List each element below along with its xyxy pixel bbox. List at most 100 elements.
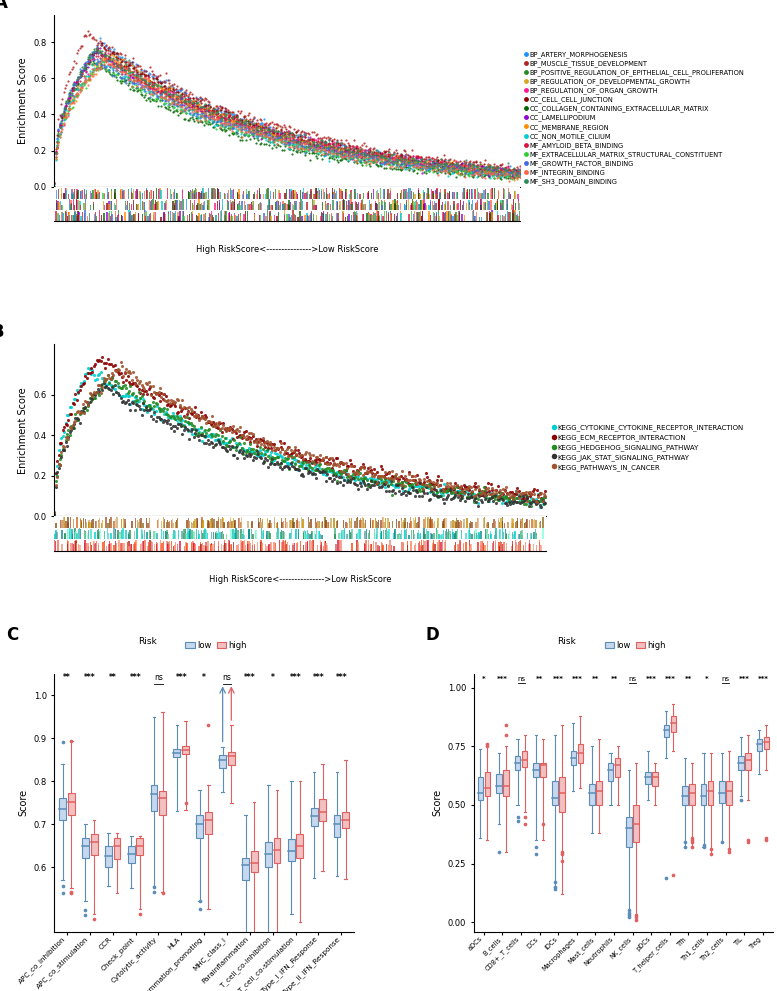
Point	[121, 57, 134, 73]
Point	[416, 476, 428, 492]
Point	[417, 154, 430, 169]
Point	[357, 149, 370, 165]
Bar	[645, 772, 650, 784]
Point	[284, 141, 297, 157]
Point	[262, 928, 274, 943]
Point	[454, 153, 466, 168]
Bar	[354, 212, 355, 221]
Point	[142, 374, 155, 389]
Point	[477, 485, 490, 500]
Point	[87, 68, 99, 84]
Point	[508, 165, 521, 180]
Bar	[506, 543, 507, 551]
Point	[147, 87, 159, 103]
Point	[508, 166, 521, 182]
Point	[236, 121, 249, 137]
Point	[260, 439, 272, 455]
Point	[290, 133, 302, 149]
Point	[56, 108, 68, 124]
Point	[123, 384, 135, 399]
Point	[96, 56, 109, 72]
Point	[149, 77, 162, 93]
Bar	[113, 837, 120, 859]
Point	[434, 156, 446, 171]
Point	[290, 136, 302, 152]
Bar	[93, 205, 95, 210]
Point	[242, 120, 254, 136]
Point	[464, 158, 476, 173]
Point	[414, 473, 427, 489]
Point	[520, 484, 532, 499]
Point	[369, 474, 382, 490]
Bar	[376, 210, 378, 221]
Point	[95, 57, 107, 73]
Point	[54, 129, 66, 145]
Point	[266, 123, 278, 139]
Point	[299, 135, 312, 151]
Point	[106, 378, 118, 393]
Bar	[507, 204, 508, 210]
Point	[517, 486, 529, 501]
Bar	[238, 530, 239, 539]
Point	[492, 163, 504, 178]
Point	[298, 452, 310, 468]
Point	[252, 116, 264, 132]
Point	[173, 89, 186, 105]
Point	[152, 88, 165, 104]
Point	[456, 482, 469, 497]
Point	[175, 403, 187, 419]
Point	[507, 165, 519, 181]
Point	[364, 143, 377, 159]
Point	[211, 106, 223, 122]
Point	[476, 162, 489, 177]
Point	[503, 492, 515, 507]
Point	[99, 48, 111, 63]
Point	[499, 168, 511, 184]
Bar	[233, 202, 235, 210]
Point	[378, 151, 391, 166]
Bar	[277, 201, 279, 210]
Point	[134, 81, 146, 97]
Point	[162, 79, 174, 95]
Point	[147, 400, 159, 416]
Point	[492, 163, 504, 178]
Point	[187, 418, 200, 434]
Point	[432, 468, 444, 484]
Point	[491, 159, 503, 174]
Point	[89, 32, 102, 48]
Point	[180, 87, 193, 103]
Bar	[85, 199, 86, 210]
Point	[261, 124, 274, 140]
Point	[460, 163, 472, 178]
Point	[472, 163, 485, 178]
Bar	[182, 190, 183, 198]
Point	[340, 146, 353, 162]
Point	[369, 145, 382, 161]
Point	[498, 488, 510, 503]
Point	[531, 496, 543, 511]
Point	[513, 489, 525, 504]
Bar	[207, 200, 208, 210]
Bar	[198, 192, 200, 198]
Point	[130, 390, 142, 406]
Bar	[472, 211, 473, 221]
Point	[363, 144, 375, 160]
Bar	[495, 532, 497, 539]
Point	[458, 158, 470, 173]
Point	[445, 159, 458, 174]
Bar	[175, 542, 176, 551]
Point	[348, 149, 361, 165]
Bar	[198, 216, 199, 221]
Bar	[239, 204, 241, 210]
Point	[177, 101, 190, 117]
Bar	[253, 194, 255, 198]
Point	[85, 64, 98, 80]
Point	[190, 102, 202, 118]
Bar	[334, 190, 335, 198]
Bar	[153, 191, 155, 198]
Point	[371, 476, 383, 492]
Point	[482, 158, 494, 173]
Point	[125, 64, 138, 80]
Point	[472, 162, 485, 177]
Point	[534, 487, 546, 502]
